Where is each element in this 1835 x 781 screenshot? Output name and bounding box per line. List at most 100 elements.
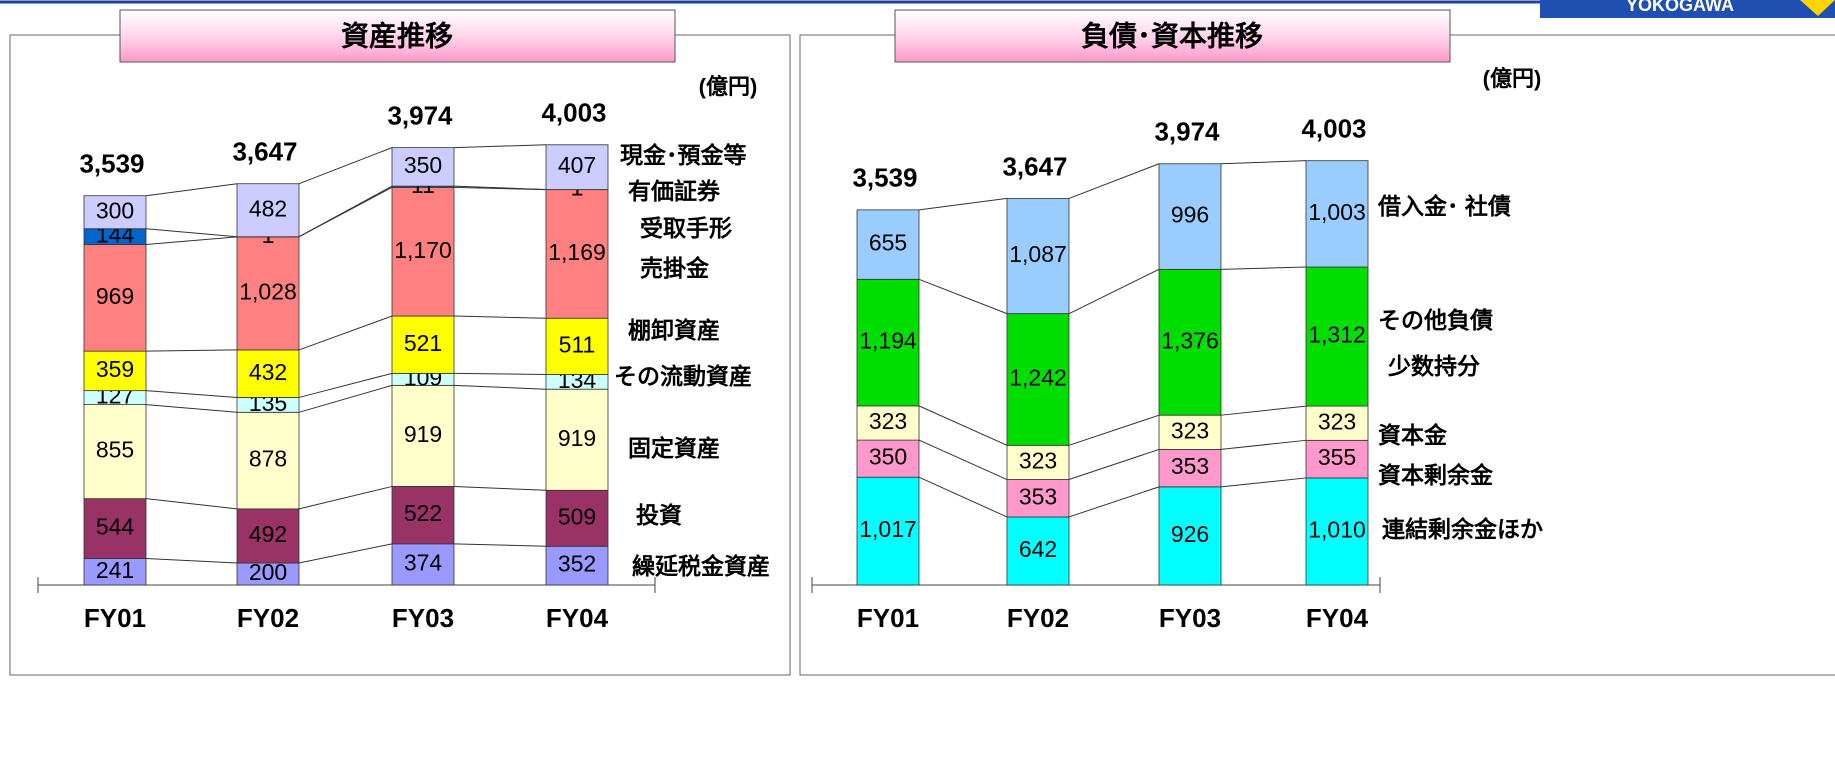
legend-label: 資本金: [1378, 422, 1448, 448]
connector: [298, 147, 393, 185]
chart-title: 負債･資本推移: [1081, 20, 1263, 51]
legend-label: 固定資産: [628, 435, 720, 461]
data-label: 352: [558, 551, 596, 577]
bar-segment: [236, 236, 300, 351]
logo: YOKOGAWA: [1626, 0, 1734, 15]
total-label: 4,003: [1301, 114, 1366, 144]
data-label: 482: [249, 195, 287, 221]
data-label: 1,170: [394, 237, 452, 263]
data-label: 359: [96, 356, 134, 382]
bar-segment: [1305, 160, 1369, 268]
connector: [918, 476, 1008, 518]
data-label: 878: [249, 446, 287, 472]
x-tick-label: FY03: [1159, 603, 1221, 633]
bar-segment: [83, 244, 147, 352]
x-tick-label: FY04: [1306, 603, 1369, 633]
unit-label: (億円): [699, 74, 758, 99]
chart-title: 資産推移: [341, 19, 453, 51]
connector: [453, 384, 547, 390]
connector: [918, 278, 1008, 315]
connector: [1220, 405, 1307, 416]
bar-segment: [83, 498, 147, 559]
data-label: 1,194: [859, 328, 917, 354]
connector: [145, 404, 238, 413]
legend-label: その他負債: [1378, 307, 1493, 333]
bar-segment: [236, 349, 300, 398]
bar-segment: [545, 545, 609, 586]
x-tick-label: FY01: [84, 603, 146, 633]
connector: [453, 543, 547, 547]
data-label: 1,003: [1308, 199, 1366, 225]
legend-label: 借入金･ 社債: [1377, 193, 1511, 219]
bar-segment: [1305, 439, 1369, 479]
legend-label: 資本剰余金: [1378, 462, 1494, 488]
connector: [918, 405, 1008, 446]
legend-label: 現金･預金等: [620, 142, 747, 168]
bar-segment: [236, 183, 300, 238]
bar-segment: [236, 411, 300, 510]
data-label: 323: [869, 408, 907, 434]
x-tick-label: FY02: [237, 603, 299, 633]
bar-segment: [83, 404, 147, 500]
data-label: 511: [559, 331, 596, 357]
connector: [918, 197, 1008, 211]
data-label: 432: [249, 359, 287, 385]
legend-label: 繰延税金資産: [632, 553, 770, 579]
data-label: 919: [558, 425, 596, 451]
bar-segment: [391, 186, 455, 317]
bar-segment: [1305, 477, 1369, 586]
bar-segment: [1006, 516, 1070, 586]
connector: [453, 315, 547, 319]
connector: [1068, 414, 1160, 446]
connector: [298, 485, 393, 510]
bar-segment: [391, 147, 455, 187]
total-label: 3,539: [79, 149, 144, 179]
bar-segment: [1158, 449, 1222, 488]
data-label: 1,087: [1009, 241, 1067, 267]
connector: [1220, 439, 1307, 450]
connector: [145, 390, 238, 398]
bar-segment: [856, 476, 920, 586]
connector: [145, 236, 238, 246]
bar-segment: [83, 350, 147, 392]
data-label: 241: [96, 557, 134, 583]
bar-segment: [1006, 313, 1070, 446]
connector: [453, 144, 547, 149]
data-label: 522: [404, 500, 442, 526]
connector: [298, 185, 393, 238]
legend-label: 投資: [636, 502, 682, 528]
data-label: 374: [404, 550, 443, 576]
title-box: [119, 9, 676, 63]
bar-segment: [545, 489, 609, 547]
total-label: 3,647: [232, 137, 297, 167]
bar-segment: [545, 189, 609, 319]
bar-segment: [545, 317, 609, 375]
data-label: 1,169: [548, 239, 606, 265]
connector: [145, 228, 238, 238]
bar-segment: [856, 209, 920, 280]
data-label: 1,312: [1308, 322, 1366, 348]
connector: [145, 183, 238, 197]
bar-segment: [1305, 405, 1369, 441]
data-label: 323: [1019, 447, 1057, 473]
legend-label: 有価証券: [628, 178, 721, 204]
x-tick-label: FY04: [546, 603, 609, 633]
bar-segment: [391, 486, 455, 545]
legend-label: 連結剰余金ほか: [1382, 516, 1543, 542]
data-label: 642: [1019, 536, 1057, 562]
x-tick-label: FY02: [1007, 603, 1069, 633]
bar-segment: [545, 144, 609, 190]
data-label: 1,028: [239, 278, 297, 304]
data-label: 300: [96, 197, 134, 223]
connector: [1220, 160, 1307, 165]
data-label: 355: [1318, 444, 1356, 470]
connector: [453, 372, 547, 375]
bar-segment: [1158, 414, 1222, 450]
connector: [1220, 266, 1307, 270]
bar-segment: [1006, 444, 1070, 480]
data-label: 1,242: [1009, 365, 1067, 391]
x-tick-label: FY03: [392, 603, 454, 633]
connector: [453, 485, 547, 491]
connector: [145, 349, 238, 352]
